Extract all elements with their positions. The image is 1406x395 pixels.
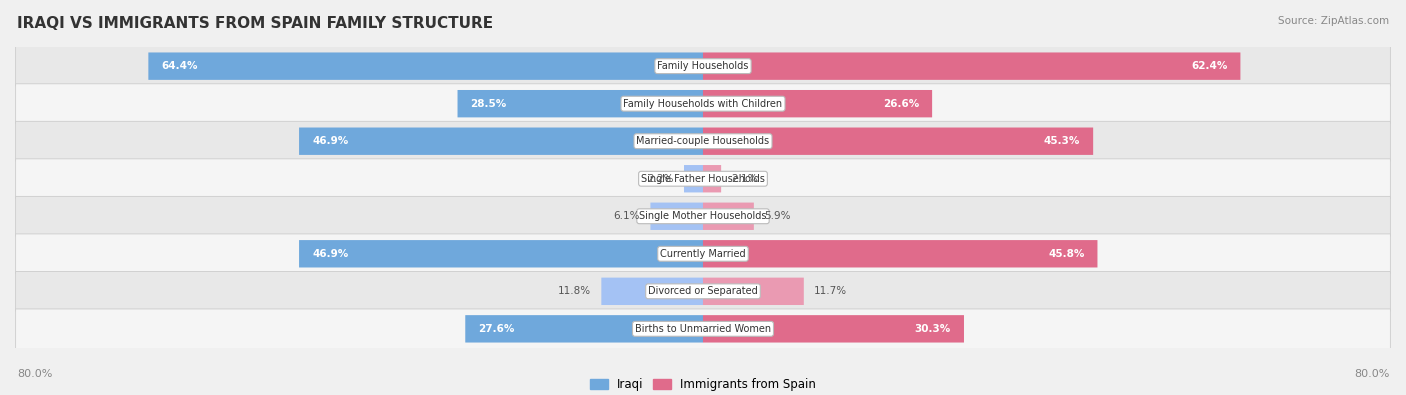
FancyBboxPatch shape <box>15 234 1391 274</box>
FancyBboxPatch shape <box>703 315 965 342</box>
Text: 2.2%: 2.2% <box>647 174 673 184</box>
Text: Currently Married: Currently Married <box>661 249 745 259</box>
Text: Married-couple Households: Married-couple Households <box>637 136 769 146</box>
Text: 6.1%: 6.1% <box>613 211 640 221</box>
FancyBboxPatch shape <box>299 128 703 155</box>
Text: Divorced or Separated: Divorced or Separated <box>648 286 758 296</box>
Legend: Iraqi, Immigrants from Spain: Iraqi, Immigrants from Spain <box>585 373 821 395</box>
Text: Single Mother Households: Single Mother Households <box>640 211 766 221</box>
Text: Single Father Households: Single Father Households <box>641 174 765 184</box>
FancyBboxPatch shape <box>149 53 703 80</box>
Text: 64.4%: 64.4% <box>162 61 198 71</box>
Text: 5.9%: 5.9% <box>763 211 790 221</box>
Text: 46.9%: 46.9% <box>312 136 349 146</box>
Text: 45.8%: 45.8% <box>1047 249 1084 259</box>
Text: 11.8%: 11.8% <box>558 286 591 296</box>
Text: 30.3%: 30.3% <box>915 324 950 334</box>
FancyBboxPatch shape <box>15 271 1391 311</box>
FancyBboxPatch shape <box>703 53 1240 80</box>
Text: 26.6%: 26.6% <box>883 99 920 109</box>
Text: Source: ZipAtlas.com: Source: ZipAtlas.com <box>1278 16 1389 26</box>
FancyBboxPatch shape <box>703 90 932 117</box>
Text: Births to Unmarried Women: Births to Unmarried Women <box>636 324 770 334</box>
FancyBboxPatch shape <box>15 196 1391 236</box>
Text: IRAQI VS IMMIGRANTS FROM SPAIN FAMILY STRUCTURE: IRAQI VS IMMIGRANTS FROM SPAIN FAMILY ST… <box>17 16 494 31</box>
FancyBboxPatch shape <box>651 203 703 230</box>
Text: 45.3%: 45.3% <box>1043 136 1080 146</box>
FancyBboxPatch shape <box>15 121 1391 161</box>
Text: Family Households with Children: Family Households with Children <box>623 99 783 109</box>
Text: 80.0%: 80.0% <box>17 369 52 379</box>
FancyBboxPatch shape <box>703 128 1092 155</box>
FancyBboxPatch shape <box>299 240 703 267</box>
Text: 11.7%: 11.7% <box>814 286 848 296</box>
FancyBboxPatch shape <box>15 309 1391 349</box>
Text: 62.4%: 62.4% <box>1191 61 1227 71</box>
Text: 80.0%: 80.0% <box>1354 369 1389 379</box>
FancyBboxPatch shape <box>703 240 1098 267</box>
FancyBboxPatch shape <box>15 84 1391 124</box>
FancyBboxPatch shape <box>602 278 703 305</box>
FancyBboxPatch shape <box>457 90 703 117</box>
Text: 28.5%: 28.5% <box>471 99 506 109</box>
FancyBboxPatch shape <box>15 46 1391 86</box>
Text: 46.9%: 46.9% <box>312 249 349 259</box>
FancyBboxPatch shape <box>703 165 721 192</box>
Text: Family Households: Family Households <box>658 61 748 71</box>
FancyBboxPatch shape <box>703 278 804 305</box>
FancyBboxPatch shape <box>703 203 754 230</box>
Text: 2.1%: 2.1% <box>731 174 758 184</box>
FancyBboxPatch shape <box>15 159 1391 199</box>
Text: 27.6%: 27.6% <box>478 324 515 334</box>
FancyBboxPatch shape <box>465 315 703 342</box>
FancyBboxPatch shape <box>683 165 703 192</box>
